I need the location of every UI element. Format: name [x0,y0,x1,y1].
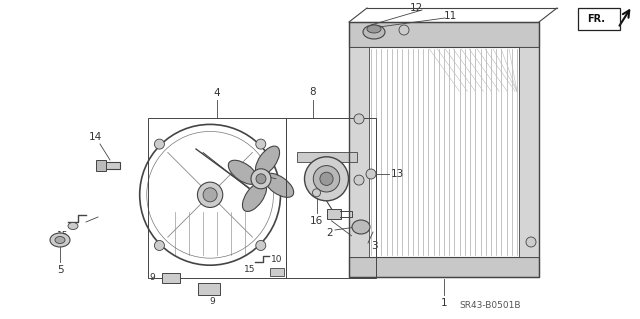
Text: 8: 8 [310,87,316,97]
Text: 6: 6 [244,166,252,176]
Circle shape [312,189,321,197]
Ellipse shape [264,173,294,197]
Ellipse shape [50,233,70,247]
Bar [349,257,539,277]
Bar [270,268,284,276]
Text: 3: 3 [371,241,378,251]
Circle shape [305,157,349,201]
Bar [286,118,376,278]
Circle shape [314,166,340,192]
Ellipse shape [243,182,266,211]
Text: 5: 5 [57,265,63,275]
Bar [349,22,539,47]
Bar [326,209,340,219]
Circle shape [256,174,266,184]
Bar [162,273,180,283]
Bar [349,22,539,277]
Text: 2: 2 [326,228,333,238]
Text: 10: 10 [271,256,283,264]
Bar [100,162,120,169]
Bar [96,160,106,171]
Ellipse shape [367,25,381,33]
Bar [198,283,220,295]
Bar [148,118,286,278]
Circle shape [526,237,536,247]
Circle shape [320,172,333,185]
Ellipse shape [255,146,280,176]
Text: 16: 16 [310,216,323,226]
Ellipse shape [363,25,385,39]
Text: 7: 7 [353,238,360,248]
Circle shape [354,175,364,185]
Bar [519,47,539,257]
Text: 11: 11 [444,11,456,21]
Circle shape [154,241,164,250]
Text: 15: 15 [244,265,256,275]
Ellipse shape [55,236,65,243]
Text: SR43-B0501B: SR43-B0501B [460,300,521,309]
Bar [349,47,369,257]
Circle shape [197,182,223,207]
Ellipse shape [352,220,370,234]
Ellipse shape [228,160,258,184]
Text: 13: 13 [390,169,404,179]
Text: 15: 15 [57,232,68,241]
Circle shape [251,169,271,189]
Text: 14: 14 [88,132,102,142]
Text: FR.: FR. [587,14,605,24]
Text: 9: 9 [209,296,215,306]
Circle shape [399,25,409,35]
Text: 1: 1 [441,298,447,308]
Text: 9: 9 [149,273,155,283]
Circle shape [366,169,376,179]
Bar [578,8,620,30]
Circle shape [203,188,217,202]
Text: 12: 12 [410,3,422,13]
Circle shape [154,139,164,149]
Circle shape [354,114,364,124]
Circle shape [256,241,266,250]
Bar [296,152,356,162]
Ellipse shape [68,222,78,229]
Circle shape [256,139,266,149]
Text: 4: 4 [214,88,220,98]
